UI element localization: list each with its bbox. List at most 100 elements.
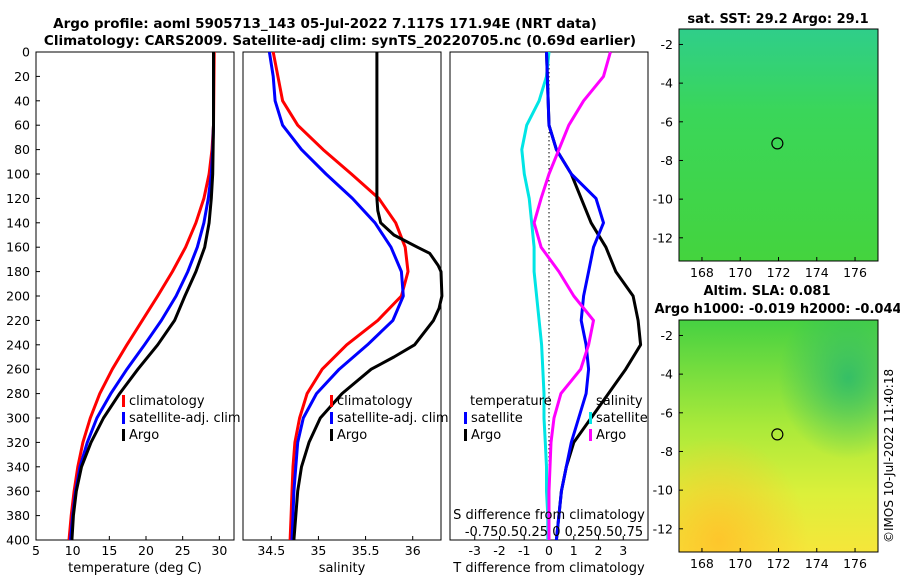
lon-tick-label: 170 — [728, 556, 752, 571]
sla-map-subtitle: Argo h1000: -0.019 h2000: -0.044 — [654, 302, 900, 317]
x-tick-label: 25 — [175, 543, 191, 558]
legend-sal-argo: Argo — [596, 428, 626, 443]
lat-tick-label: -12 — [653, 521, 673, 536]
lat-tick-label: -4 — [661, 367, 674, 382]
sst-map-axes: 168 170 172 174 176 -2 -4 -6 -8 -10 -12 — [653, 37, 867, 280]
x-tick-label: 20 — [138, 543, 154, 558]
x-tick-label: -3 — [469, 543, 481, 558]
depth-tick-label: 180 — [6, 264, 30, 279]
legend-marker-satellite — [122, 412, 125, 424]
lat-tick-label: -8 — [661, 444, 674, 459]
sla-map-title: Altim. SLA: 0.081 — [704, 284, 831, 299]
x-tick-label: -2 — [493, 543, 505, 558]
lon-tick-label: 172 — [767, 556, 791, 571]
legend-marker-temp-argo — [464, 429, 467, 441]
lat-tick-label: -6 — [661, 405, 674, 420]
sla-map-cool-patch — [679, 320, 878, 552]
x-tick-label: 3 — [619, 543, 627, 558]
legend-argo: Argo — [337, 428, 367, 443]
depth-tick-label: 160 — [6, 240, 30, 255]
legend-argo: Argo — [129, 428, 159, 443]
argo-location-marker — [771, 428, 784, 441]
x-tick-label: 0 — [545, 543, 553, 558]
x-tick-label: -1 — [518, 543, 530, 558]
depth-tick-label: 300 — [6, 411, 30, 426]
salinity-legend: climatology satellite-adj. clim Argo — [330, 394, 449, 443]
legend-marker-climatology — [122, 395, 125, 407]
depth-axis: 0 20 40 60 80 100 120 140 160 180 200 220 240 260 280 3… — [6, 45, 454, 548]
depth-tick-label: 20 — [14, 69, 30, 84]
legend-temp-argo: Argo — [471, 428, 501, 443]
x-tick-label: 10 — [65, 543, 81, 558]
depth-tick-label: 280 — [6, 386, 30, 401]
legend-marker-satellite — [330, 412, 333, 424]
series-line — [292, 52, 444, 541]
series-line — [545, 51, 605, 541]
sla-map-panel: Altim. SLA: 0.081 Argo h1000: -0.019 h20… — [653, 284, 900, 571]
salinity-diff-label: S difference from climatology — [453, 508, 645, 523]
legend-temperature-heading: temperature — [470, 394, 552, 409]
temperature-xlabel: temperature (deg C) — [68, 561, 202, 576]
lat-tick-label: -10 — [653, 483, 673, 498]
depth-tick-label: 200 — [6, 289, 30, 304]
series-line — [532, 51, 612, 540]
lat-tick-label: -4 — [661, 76, 674, 91]
salinity-diff-ticks: -0.750.50.25 0 0.250.50.75 — [465, 525, 643, 540]
difference-x-axis: -3 -2 -1 0 1 2 3 — [469, 536, 627, 558]
x-tick-label: 15 — [101, 543, 117, 558]
difference-panel: -3 -2 -1 0 1 2 3 T difference from climatology… — [449, 51, 649, 576]
depth-tick-label: 240 — [6, 337, 30, 352]
legend-sal-satellite: satellite — [596, 411, 648, 426]
x-tick-label: 1 — [570, 543, 578, 558]
series-line — [520, 51, 551, 540]
legend-marker-argo — [330, 429, 333, 441]
depth-tick-label: 360 — [6, 484, 30, 499]
depth-tick-label: 140 — [6, 215, 30, 230]
legend-marker-sal-satellite — [589, 412, 592, 424]
title-line-1: Argo profile: aoml 5905713_143 05-Jul-20… — [53, 16, 597, 32]
legend-satellite: satellite-adj. clim — [337, 411, 449, 426]
series-line — [271, 51, 410, 541]
depth-tick-label: 120 — [6, 191, 30, 206]
depth-tick-label: 320 — [6, 435, 30, 450]
legend-marker-climatology — [330, 395, 333, 407]
depth-tick-label: 380 — [6, 508, 30, 523]
x-tick-label: 30 — [211, 543, 227, 558]
sst-map-title: sat. SST: 29.2 Argo: 29.1 — [687, 12, 868, 27]
depth-tick-label: 260 — [6, 362, 30, 377]
temperature-x-axis: 5 10 15 20 25 30 — [32, 536, 227, 558]
temperature-legend: climatology satellite-adj. clim Argo — [122, 394, 241, 443]
difference-xlabel: T difference from climatology — [452, 561, 645, 576]
sla-map-axes: 168 170 172 174 176 -2 -4 -6 -8 -10 -12 — [653, 328, 867, 571]
lon-tick-label: 168 — [690, 265, 714, 280]
depth-tick-label: 400 — [6, 533, 30, 548]
temperature-axes-box — [35, 51, 235, 541]
imos-credit: ©IMOS 10-Jul-2022 11:40:18 — [882, 369, 896, 543]
legend-marker-argo — [122, 429, 125, 441]
x-tick-label: 2 — [595, 543, 603, 558]
x-tick-label: 35.5 — [352, 543, 380, 558]
legend-satellite: satellite-adj. clim — [129, 411, 241, 426]
salinity-x-axis: 34.5 35 35.5 36 — [257, 536, 421, 558]
temperature-series — [67, 51, 216, 541]
series-line — [67, 51, 216, 541]
sst-map-field — [679, 29, 878, 261]
x-tick-label: 35 — [310, 543, 326, 558]
difference-temperature-legend: temperature satellite Argo — [464, 394, 552, 443]
depth-tick-label: 0 — [22, 45, 30, 60]
legend-marker-temp-satellite — [464, 412, 467, 424]
lat-tick-label: -10 — [653, 192, 673, 207]
lat-tick-label: -2 — [661, 37, 673, 52]
lon-tick-label: 170 — [728, 265, 752, 280]
depth-tick-label: 80 — [14, 142, 30, 157]
lat-tick-label: -8 — [661, 153, 674, 168]
legend-temp-satellite: satellite — [471, 411, 523, 426]
salinity-xlabel: salinity — [319, 561, 366, 576]
x-tick-label: 34.5 — [257, 543, 285, 558]
lon-tick-label: 176 — [843, 265, 867, 280]
salinity-panel: 34.5 35 35.5 36 salinity climatology satell… — [242, 51, 449, 576]
legend-climatology: climatology — [337, 394, 413, 409]
lon-tick-label: 174 — [805, 265, 829, 280]
legend-climatology: climatology — [129, 394, 205, 409]
